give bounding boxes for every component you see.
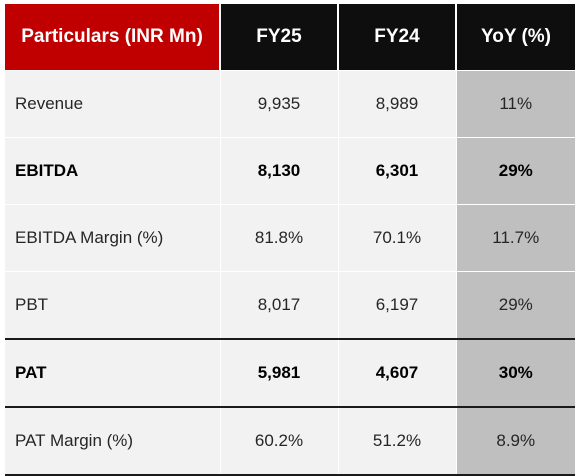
cell-fy25: 8,017: [220, 271, 339, 339]
row-revenue: Revenue 9,935 8,989 11%: [5, 70, 575, 138]
header-fy25: FY25: [220, 4, 339, 71]
row-label: EBITDA: [5, 137, 221, 205]
cell-fy24: 6,197: [338, 271, 457, 339]
cell-fy25: 60.2%: [220, 406, 339, 476]
row-label: PAT Margin (%): [5, 406, 221, 476]
row-pbt: PBT 8,017 6,197 29%: [5, 271, 575, 339]
row-label: PBT: [5, 271, 221, 339]
cell-fy25: 9,935: [220, 70, 339, 138]
row-ebitda: EBITDA 8,130 6,301 29%: [5, 137, 575, 205]
cell-fy24: 6,301: [338, 137, 457, 205]
cell-fy24: 4,607: [338, 338, 457, 407]
cell-fy24: 51.2%: [338, 406, 457, 476]
header-particulars: Particulars (INR Mn): [5, 4, 221, 71]
header-yoy: YoY (%): [456, 4, 575, 71]
cell-yoy: 30%: [456, 338, 575, 407]
financial-table: Particulars (INR Mn) FY25 FY24 YoY (%) R…: [5, 4, 575, 476]
row-label: Revenue: [5, 70, 221, 138]
row-pat: PAT 5,981 4,607 30%: [5, 338, 575, 407]
cell-fy25: 5,981: [220, 338, 339, 407]
cell-yoy: 8.9%: [456, 406, 575, 476]
row-pat-margin: PAT Margin (%) 60.2% 51.2% 8.9%: [5, 406, 575, 476]
cell-yoy: 11.7%: [456, 204, 575, 272]
cell-yoy: 11%: [456, 70, 575, 138]
cell-fy24: 8,989: [338, 70, 457, 138]
row-ebitda-margin: EBITDA Margin (%) 81.8% 70.1% 11.7%: [5, 204, 575, 272]
row-label: PAT: [5, 338, 221, 407]
row-label: EBITDA Margin (%): [5, 204, 221, 272]
header-row: Particulars (INR Mn) FY25 FY24 YoY (%): [5, 4, 575, 71]
cell-fy25: 81.8%: [220, 204, 339, 272]
header-fy24: FY24: [338, 4, 457, 71]
cell-fy24: 70.1%: [338, 204, 457, 272]
cell-yoy: 29%: [456, 137, 575, 205]
cell-fy25: 8,130: [220, 137, 339, 205]
cell-yoy: 29%: [456, 271, 575, 339]
